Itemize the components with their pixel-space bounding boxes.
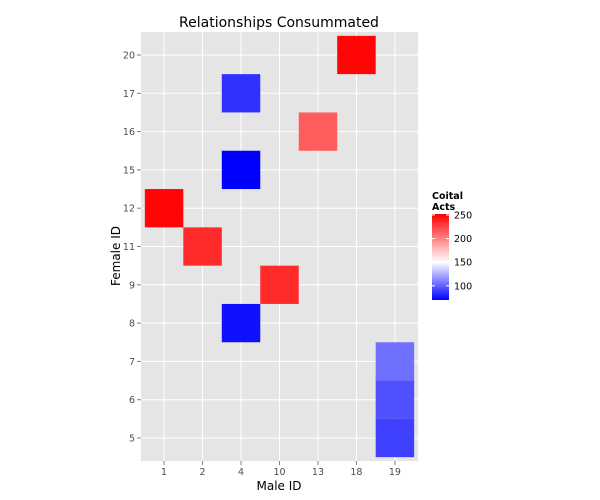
cell-male-19-female-6 xyxy=(375,380,415,419)
legend-tick-label-100: 100 xyxy=(454,281,472,292)
x-tick-label-18: 18 xyxy=(350,467,362,478)
chart-title: Relationships Consummated xyxy=(179,15,379,31)
legend-tick-label-250: 250 xyxy=(454,210,472,221)
legend-title-line-1: Coital xyxy=(432,191,463,202)
x-tick-label-13: 13 xyxy=(312,467,324,478)
cell-male-13-female-16 xyxy=(298,112,338,151)
heatmap-cells xyxy=(144,35,415,458)
cell-male-4-female-8 xyxy=(221,303,261,343)
y-axis-title: Female ID xyxy=(109,226,123,286)
cell-male-1-female-12 xyxy=(144,189,184,228)
cell-male-19-female-5 xyxy=(375,418,415,458)
cell-male-19-female-7 xyxy=(375,342,415,381)
y-tick-label-15: 15 xyxy=(123,165,135,176)
color-legend: Coital Acts 100 150 200 250 xyxy=(432,191,472,300)
legend-ticks: 100 150 200 250 xyxy=(432,210,472,292)
y-tick-label-16: 16 xyxy=(123,127,135,138)
y-tick-label-8: 8 xyxy=(129,319,135,330)
plot-panel xyxy=(141,32,418,461)
cell-male-18-female-20 xyxy=(337,35,376,75)
cell-male-4-female-15 xyxy=(221,150,261,190)
legend-tick-label-200: 200 xyxy=(454,234,472,245)
x-tick-label-19: 19 xyxy=(389,467,401,478)
y-tick-label-17: 17 xyxy=(123,89,135,100)
x-tick-label-2: 2 xyxy=(200,467,206,478)
y-tick-label-5: 5 xyxy=(129,434,135,445)
cell-male-2-female-11 xyxy=(183,227,222,266)
legend-tick-label-150: 150 xyxy=(454,258,472,269)
x-tick-label-1: 1 xyxy=(161,467,167,478)
y-tick-label-9: 9 xyxy=(129,280,135,291)
y-tick-label-6: 6 xyxy=(129,395,135,406)
x-tick-label-4: 4 xyxy=(238,467,244,478)
cell-male-4-female-17 xyxy=(221,74,261,113)
legend-title-line-2: Acts xyxy=(432,202,456,213)
legend-color-bar xyxy=(432,214,449,300)
y-tick-label-7: 7 xyxy=(129,357,135,368)
x-axis-title: Male ID xyxy=(256,479,301,493)
y-tick-label-12: 12 xyxy=(123,204,135,215)
x-axis: 1 2 4 10 13 18 19 xyxy=(161,461,401,478)
cell-male-10-female-9 xyxy=(260,265,299,304)
y-tick-label-20: 20 xyxy=(123,50,135,61)
y-axis: 5 6 7 8 9 11 12 15 16 17 20 xyxy=(123,50,141,445)
x-tick-label-10: 10 xyxy=(273,467,285,478)
y-tick-label-11: 11 xyxy=(123,242,135,253)
